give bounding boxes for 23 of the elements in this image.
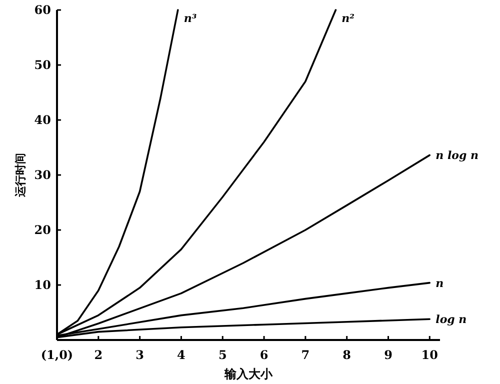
series-label: n bbox=[436, 276, 444, 290]
y-tick-label: 40 bbox=[34, 113, 51, 127]
x-tick-label: 10 bbox=[421, 348, 438, 362]
y-tick-label: 10 bbox=[34, 278, 51, 292]
y-tick-label: 60 bbox=[34, 3, 51, 17]
series-label: n² bbox=[342, 12, 355, 25]
x-tick-label: 9 bbox=[384, 348, 392, 362]
x-tick-label: 3 bbox=[136, 348, 144, 362]
series-label: n log n bbox=[436, 149, 479, 162]
y-tick-label: 30 bbox=[34, 168, 51, 182]
x-tick-label: 8 bbox=[342, 348, 352, 362]
x-tick-label: 4 bbox=[177, 348, 186, 362]
x-axis-title: 输入大小 bbox=[224, 367, 274, 381]
x-tick-label: 5 bbox=[218, 348, 227, 362]
x-tick-label: 7 bbox=[301, 348, 310, 362]
y-tick-label: 50 bbox=[34, 58, 51, 72]
y-axis-title: 运行时间 bbox=[14, 153, 27, 198]
x-tick-label: 2 bbox=[94, 348, 103, 362]
series-label: n³ bbox=[184, 12, 197, 25]
x-tick-label: 6 bbox=[260, 348, 268, 362]
y-tick-label: 20 bbox=[34, 223, 51, 237]
x-tick-label: (1,0) bbox=[40, 348, 74, 362]
series-label: log n bbox=[436, 313, 467, 326]
